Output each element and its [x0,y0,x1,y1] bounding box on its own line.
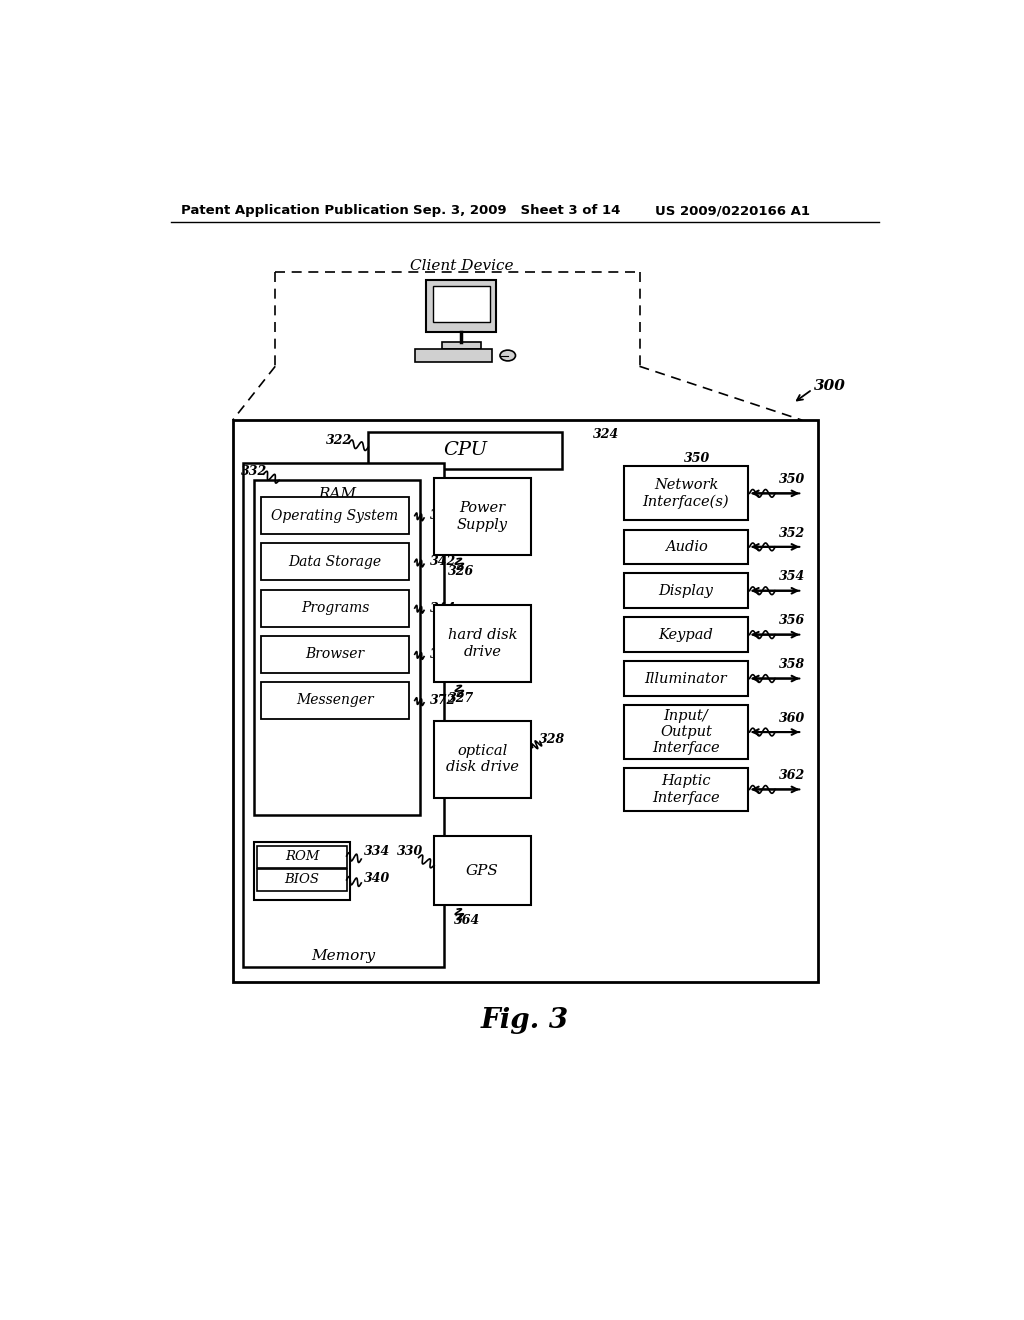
Text: Memory: Memory [311,949,376,964]
Bar [254,842,350,900]
Text: 362: 362 [779,770,805,781]
Text: 341: 341 [430,510,457,523]
Text: 360: 360 [779,711,805,725]
Bar [624,466,748,520]
Bar [624,705,748,759]
Text: 328: 328 [539,733,565,746]
Bar [415,350,493,362]
Text: CPU: CPU [443,441,487,459]
Text: 356: 356 [779,614,805,627]
Bar [257,869,346,891]
Text: 332: 332 [242,465,267,478]
Text: Sep. 3, 2009   Sheet 3 of 14: Sep. 3, 2009 Sheet 3 of 14 [414,205,621,218]
Text: 358: 358 [779,659,805,671]
Bar [434,721,531,797]
Bar [624,573,748,609]
Text: Haptic
Interface: Haptic Interface [652,775,720,804]
Bar [624,661,748,696]
Text: 346: 346 [430,648,457,661]
Text: Operating System: Operating System [271,508,398,523]
Text: 322: 322 [326,434,352,446]
Text: Keypad: Keypad [658,627,714,642]
Bar [261,498,409,535]
Text: ROM: ROM [285,850,319,863]
Bar [369,432,562,469]
Bar [254,480,420,816]
Text: optical
disk drive: optical disk drive [446,744,519,774]
Text: Browser: Browser [305,647,365,661]
Bar [261,544,409,581]
Text: US 2009/0220166 A1: US 2009/0220166 A1 [655,205,810,218]
Text: 350: 350 [684,453,711,465]
Text: Data Storage: Data Storage [289,554,382,569]
Text: Patent Application Publication: Patent Application Publication [180,205,409,218]
Ellipse shape [500,350,515,360]
Text: Programs: Programs [301,601,369,615]
Bar [432,286,489,322]
Bar [232,420,818,982]
Text: hard disk
drive: hard disk drive [447,628,517,659]
Bar [257,846,346,867]
Text: Input/
Output
Interface: Input/ Output Interface [652,709,720,755]
Text: Audio: Audio [665,540,708,554]
Text: 324: 324 [593,428,620,441]
Bar [426,280,496,333]
Text: 300: 300 [814,379,846,392]
Bar [243,462,444,966]
Text: 327: 327 [449,693,474,705]
Text: 326: 326 [449,565,474,578]
Text: 350: 350 [779,473,805,486]
Text: Display: Display [658,583,714,598]
Text: GPS: GPS [466,863,499,878]
Bar [624,768,748,810]
Bar [261,636,409,673]
Bar [624,529,748,564]
Bar [434,836,531,906]
Bar [434,605,531,682]
Bar [442,342,480,350]
Text: 342: 342 [430,556,457,569]
Text: Network
Interface(s): Network Interface(s) [643,478,729,508]
Bar [261,590,409,627]
Text: 352: 352 [779,527,805,540]
Text: 364: 364 [454,915,480,927]
Bar [261,682,409,719]
Text: 372: 372 [430,694,457,708]
Text: Power
Supply: Power Supply [457,502,508,532]
Text: 344: 344 [430,602,457,615]
Text: 330: 330 [397,845,423,858]
Text: 354: 354 [779,570,805,583]
Bar [434,478,531,554]
Text: Fig. 3: Fig. 3 [480,1007,569,1035]
Text: RAM: RAM [317,487,356,502]
Text: BIOS: BIOS [285,874,319,887]
Text: Client Device: Client Device [410,259,513,273]
Text: Messenger: Messenger [296,693,374,708]
Text: Illuminator: Illuminator [645,672,727,685]
Text: 334: 334 [364,845,390,858]
Text: 340: 340 [364,871,390,884]
Bar [624,618,748,652]
